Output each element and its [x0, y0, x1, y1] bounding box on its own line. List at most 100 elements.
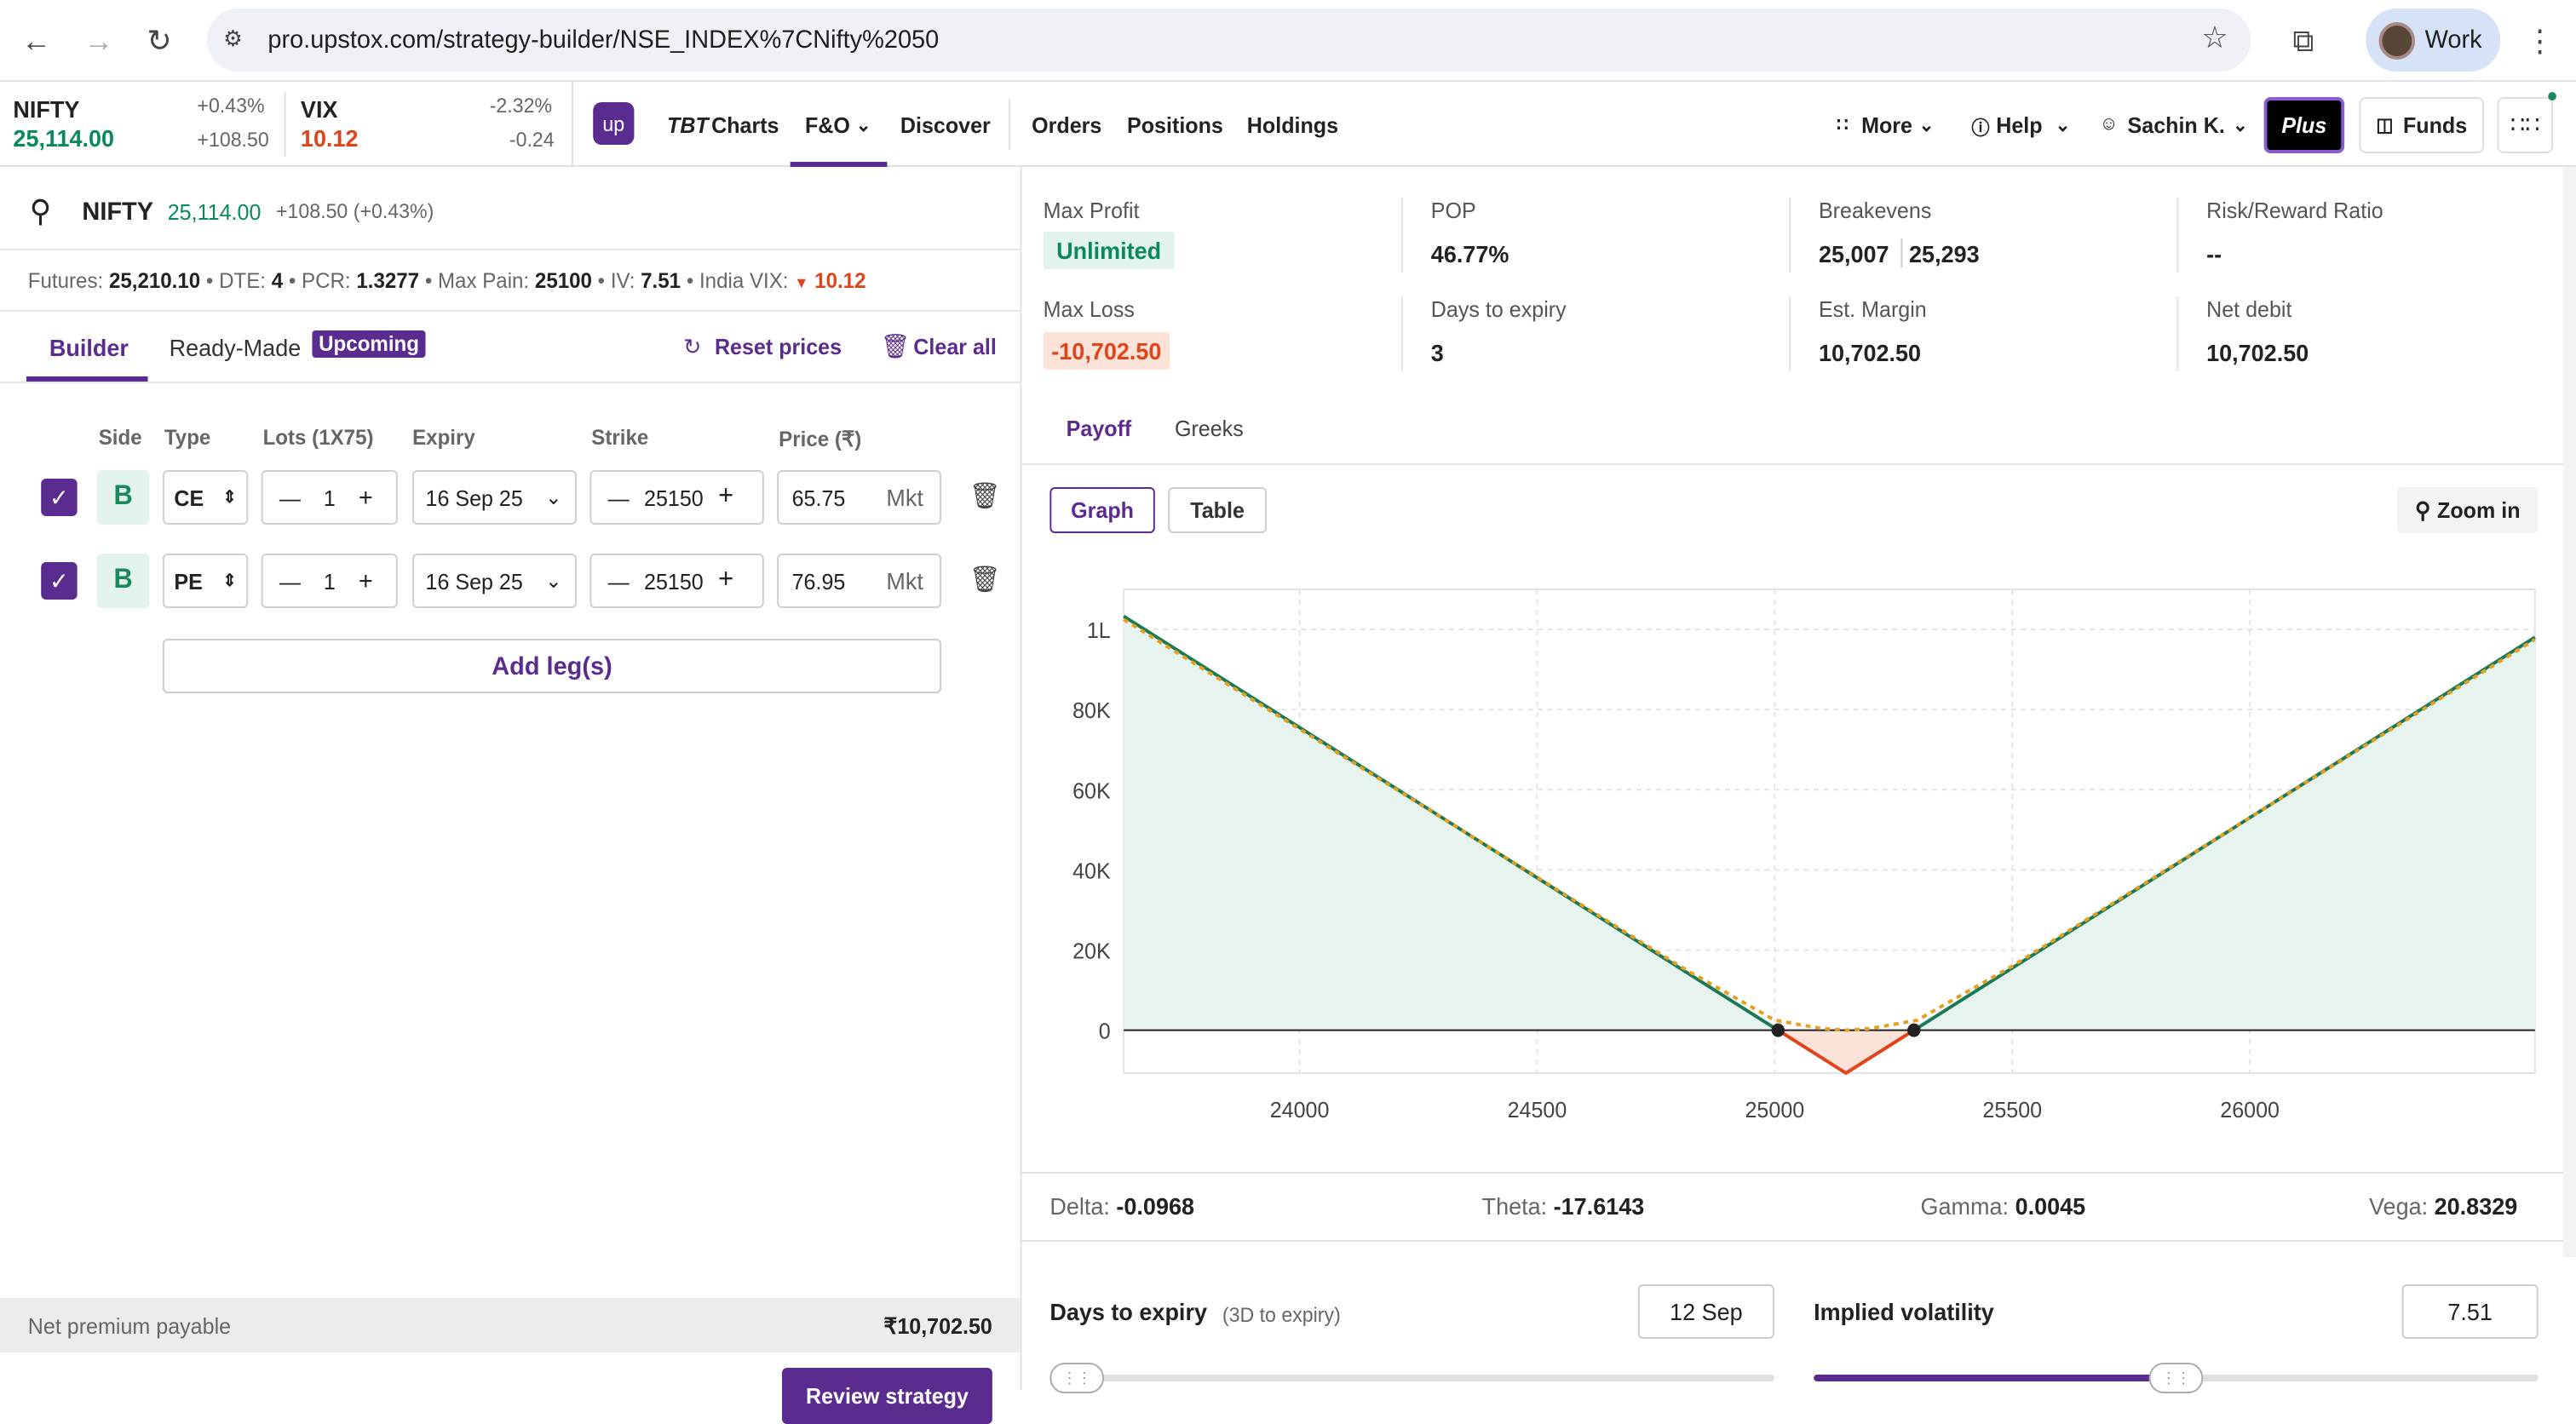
plus-icon[interactable]: + — [358, 566, 373, 595]
net-debit-label: Net debit — [2206, 296, 2292, 322]
plus-icon[interactable]: + — [718, 566, 734, 594]
strike-value[interactable]: 25150 — [644, 568, 704, 594]
strike-value[interactable]: 25150 — [644, 485, 704, 510]
instrument-name[interactable]: NIFTY — [82, 198, 154, 227]
back-icon[interactable]: ← — [21, 23, 51, 57]
search-icon[interactable]: ⚲ — [29, 194, 52, 228]
tab-payoff[interactable]: Payoff — [1066, 416, 1132, 441]
table-toggle-button[interactable]: Table — [1168, 487, 1267, 533]
iv-label: IV: — [610, 269, 635, 293]
forward-icon[interactable]: → — [83, 23, 114, 57]
lots-stepper[interactable]: — 1 + — [261, 554, 398, 608]
leg-checkbox[interactable]: ✓ — [41, 479, 78, 516]
site-settings-icon[interactable]: ⚙ — [223, 26, 243, 51]
address-bar[interactable]: ⚙ pro.upstox.com/strategy-builder/NSE_IN… — [207, 9, 2251, 72]
funds-button[interactable]: ◫ Funds — [2359, 97, 2485, 153]
tab-greeks[interactable]: Greeks — [1174, 416, 1244, 441]
futures-label: Futures: — [27, 269, 104, 293]
delete-leg-icon[interactable]: 🗑 — [969, 566, 1001, 594]
expiry-select[interactable]: 16 Sep 25 ⌄ — [412, 470, 577, 525]
side-buy-button[interactable]: B — [96, 554, 150, 608]
delete-leg-icon[interactable]: 🗑 — [969, 482, 1001, 511]
price-value[interactable]: 65.75 — [791, 485, 846, 510]
dte-slider-label: Days to expiry — [1049, 1298, 1207, 1325]
price-input[interactable]: 65.75 Mkt — [777, 470, 942, 525]
builder-panel: ⚲ NIFTY 25,114.00 +108.50 (+0.43%) Futur… — [0, 167, 1022, 1424]
breakeven-point — [1771, 1023, 1785, 1037]
chevron-down-icon[interactable]: ⌄ — [855, 116, 871, 136]
nav-help[interactable]: Help — [1996, 112, 2043, 138]
mkt-toggle[interactable]: Mkt — [886, 484, 923, 511]
lots-value[interactable]: 1 — [323, 568, 336, 594]
extensions-icon[interactable]: ⧉ — [2292, 23, 2314, 57]
nav-positions[interactable]: Positions — [1127, 112, 1223, 138]
net-debit-value: 10,702.50 — [2206, 339, 2309, 366]
profile-button[interactable]: Work — [2366, 9, 2501, 72]
strike-stepper[interactable]: — 25150 + — [589, 470, 764, 525]
menu-kebab-icon[interactable]: ⋮ — [2525, 23, 2555, 57]
chevron-down-icon[interactable]: ⌄ — [1918, 116, 1935, 136]
plus-icon[interactable]: + — [718, 482, 734, 511]
dte-date-input[interactable]: 12 Sep — [1637, 1284, 1774, 1339]
nav-fno[interactable]: F&O — [805, 112, 850, 138]
nav-charts[interactable]: Charts — [711, 112, 779, 138]
nav-discover[interactable]: Discover — [900, 112, 991, 138]
minus-icon[interactable]: — — [607, 568, 630, 594]
rr-label: Risk/Reward Ratio — [2206, 198, 2383, 223]
net-premium-label: Net premium payable — [27, 1313, 232, 1339]
type-select[interactable]: PE ⇕ — [162, 554, 249, 608]
strike-stepper[interactable]: — 25150 + — [589, 554, 764, 608]
type-value: CE — [174, 485, 204, 510]
type-select[interactable]: CE ⇕ — [162, 470, 249, 525]
chevron-down-icon[interactable]: ⌄ — [2232, 116, 2248, 136]
iv-slider-handle[interactable]: ⋮⋮ — [2148, 1363, 2204, 1393]
clear-all-button[interactable]: Clear all — [913, 334, 997, 359]
plus-icon[interactable]: + — [358, 483, 373, 512]
url-text[interactable]: pro.upstox.com/strategy-builder/NSE_INDE… — [267, 26, 940, 55]
iv-input[interactable]: 7.51 — [2401, 1284, 2539, 1339]
refresh-icon[interactable]: ↻ — [683, 334, 702, 359]
review-strategy-button[interactable]: Review strategy — [782, 1368, 992, 1424]
iv-slider-fill — [1814, 1375, 2176, 1381]
reset-prices-button[interactable]: Reset prices — [714, 334, 842, 359]
tab-readymade[interactable]: Ready-Made — [169, 334, 302, 361]
nav-orders[interactable]: Orders — [1032, 112, 1102, 138]
loss-area — [1778, 1030, 1914, 1073]
nav-user[interactable]: Sachin K. — [2127, 112, 2225, 138]
side-buy-button[interactable]: B — [96, 470, 150, 525]
mkt-toggle[interactable]: Mkt — [886, 567, 923, 594]
minus-icon[interactable]: — — [607, 485, 630, 510]
plus-button[interactable]: Plus — [2263, 97, 2345, 153]
expiry-select[interactable]: 16 Sep 25 ⌄ — [412, 554, 577, 608]
chevron-down-icon[interactable]: ⌄ — [2055, 116, 2071, 136]
zoom-in-button[interactable]: ⚲ Zoom in — [2396, 487, 2539, 533]
type-value: PE — [174, 568, 203, 594]
upstox-logo[interactable]: up — [593, 102, 635, 145]
payoff-chart[interactable]: 24000 24500 25000 25500 26000 0 20K 40K 60K 80K 1L — [1022, 559, 2576, 1172]
nav-more[interactable]: More — [1861, 112, 1913, 138]
apps-grid-icon[interactable]: ∷∷ — [2497, 97, 2554, 153]
minus-icon[interactable]: — — [279, 568, 301, 594]
minus-icon[interactable]: — — [279, 485, 301, 510]
ticker-nifty-name[interactable]: NIFTY — [13, 95, 80, 123]
funds-label: Funds — [2402, 112, 2468, 138]
zoom-in-label: Zoom in — [2437, 497, 2521, 523]
leg-checkbox[interactable]: ✓ — [41, 562, 78, 600]
ticker-nifty-abs: +108.50 — [197, 128, 269, 152]
y-tick-label: 60K — [1072, 779, 1111, 804]
reload-icon[interactable]: ↻ — [147, 23, 172, 57]
lots-value[interactable]: 1 — [323, 485, 336, 510]
graph-toggle-button[interactable]: Graph — [1049, 487, 1155, 533]
bookmark-star-icon[interactable]: ☆ — [2201, 20, 2228, 55]
lots-stepper[interactable]: — 1 + — [261, 470, 398, 525]
dte-slider-handle[interactable]: ⋮⋮ — [1049, 1363, 1105, 1393]
tab-builder[interactable]: Builder — [49, 334, 129, 361]
price-input[interactable]: 76.95 Mkt — [777, 554, 942, 608]
scrollbar[interactable] — [2562, 167, 2576, 1257]
ticker-vix-name[interactable]: VIX — [300, 95, 338, 123]
trash-icon[interactable]: 🗑 — [880, 332, 911, 359]
add-leg-button[interactable]: Add leg(s) — [162, 639, 942, 693]
nav-holdings[interactable]: Holdings — [1246, 112, 1339, 138]
price-value[interactable]: 76.95 — [791, 568, 846, 594]
dte-slider-track[interactable] — [1049, 1375, 1774, 1381]
